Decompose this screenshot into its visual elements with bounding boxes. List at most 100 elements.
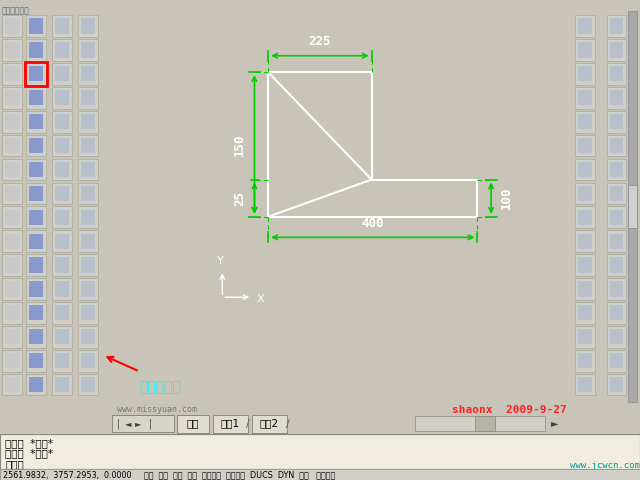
Text: /: / xyxy=(286,419,290,429)
FancyBboxPatch shape xyxy=(610,66,623,82)
FancyBboxPatch shape xyxy=(52,63,72,85)
Text: Y: Y xyxy=(216,256,223,266)
FancyBboxPatch shape xyxy=(0,469,640,480)
FancyBboxPatch shape xyxy=(78,326,98,348)
FancyBboxPatch shape xyxy=(2,326,22,348)
FancyBboxPatch shape xyxy=(607,39,627,61)
FancyBboxPatch shape xyxy=(29,66,43,82)
FancyBboxPatch shape xyxy=(55,114,69,129)
FancyBboxPatch shape xyxy=(55,42,69,58)
Text: 25: 25 xyxy=(233,191,246,205)
FancyBboxPatch shape xyxy=(628,185,637,228)
FancyBboxPatch shape xyxy=(55,353,69,368)
FancyBboxPatch shape xyxy=(78,111,98,132)
FancyBboxPatch shape xyxy=(29,329,43,344)
FancyBboxPatch shape xyxy=(55,138,69,153)
FancyBboxPatch shape xyxy=(5,210,19,225)
FancyBboxPatch shape xyxy=(29,210,43,225)
FancyBboxPatch shape xyxy=(81,210,95,225)
FancyBboxPatch shape xyxy=(607,87,627,108)
FancyBboxPatch shape xyxy=(575,87,595,108)
FancyBboxPatch shape xyxy=(2,135,22,156)
FancyBboxPatch shape xyxy=(2,111,22,132)
FancyBboxPatch shape xyxy=(579,90,592,106)
FancyBboxPatch shape xyxy=(81,305,95,321)
FancyBboxPatch shape xyxy=(81,18,95,34)
FancyBboxPatch shape xyxy=(52,230,72,252)
FancyBboxPatch shape xyxy=(575,278,595,300)
FancyBboxPatch shape xyxy=(610,257,623,273)
FancyBboxPatch shape xyxy=(81,90,95,106)
FancyBboxPatch shape xyxy=(610,90,623,106)
FancyBboxPatch shape xyxy=(29,114,43,129)
Text: 150: 150 xyxy=(233,133,246,156)
FancyBboxPatch shape xyxy=(52,350,72,372)
FancyBboxPatch shape xyxy=(607,374,627,396)
FancyBboxPatch shape xyxy=(579,210,592,225)
FancyBboxPatch shape xyxy=(81,114,95,129)
Text: 100: 100 xyxy=(499,187,513,209)
FancyBboxPatch shape xyxy=(52,15,72,37)
FancyBboxPatch shape xyxy=(5,377,19,392)
FancyBboxPatch shape xyxy=(607,230,627,252)
FancyBboxPatch shape xyxy=(575,158,595,180)
FancyBboxPatch shape xyxy=(52,182,72,204)
FancyBboxPatch shape xyxy=(2,278,22,300)
Text: /: / xyxy=(246,419,250,429)
Text: 思维设计论坛: 思维设计论坛 xyxy=(2,7,29,15)
FancyBboxPatch shape xyxy=(78,158,98,180)
FancyBboxPatch shape xyxy=(81,329,95,344)
FancyBboxPatch shape xyxy=(55,281,69,297)
Text: www.jcwcn.com: www.jcwcn.com xyxy=(570,461,640,470)
FancyBboxPatch shape xyxy=(81,42,95,58)
FancyBboxPatch shape xyxy=(78,206,98,228)
FancyBboxPatch shape xyxy=(26,326,46,348)
FancyBboxPatch shape xyxy=(52,374,72,396)
FancyBboxPatch shape xyxy=(52,111,72,132)
Text: 左视图按鈕: 左视图按鈕 xyxy=(140,380,182,394)
FancyBboxPatch shape xyxy=(575,230,595,252)
FancyBboxPatch shape xyxy=(5,281,19,297)
FancyBboxPatch shape xyxy=(55,377,69,392)
FancyBboxPatch shape xyxy=(579,42,592,58)
FancyBboxPatch shape xyxy=(575,111,595,132)
FancyBboxPatch shape xyxy=(607,135,627,156)
FancyBboxPatch shape xyxy=(213,415,248,433)
FancyBboxPatch shape xyxy=(575,63,595,85)
FancyBboxPatch shape xyxy=(607,278,627,300)
Text: ►: ► xyxy=(551,419,559,429)
Text: 命令：  *取消*: 命令： *取消* xyxy=(5,438,53,448)
FancyBboxPatch shape xyxy=(26,254,46,276)
FancyBboxPatch shape xyxy=(29,162,43,177)
FancyBboxPatch shape xyxy=(575,302,595,324)
FancyBboxPatch shape xyxy=(575,326,595,348)
FancyBboxPatch shape xyxy=(5,186,19,201)
FancyBboxPatch shape xyxy=(81,353,95,368)
Text: 模型: 模型 xyxy=(187,419,199,429)
FancyBboxPatch shape xyxy=(29,90,43,106)
FancyBboxPatch shape xyxy=(579,281,592,297)
FancyBboxPatch shape xyxy=(607,350,627,372)
FancyBboxPatch shape xyxy=(26,15,46,37)
FancyBboxPatch shape xyxy=(81,257,95,273)
FancyBboxPatch shape xyxy=(575,15,595,37)
FancyBboxPatch shape xyxy=(26,87,46,108)
FancyBboxPatch shape xyxy=(26,302,46,324)
FancyBboxPatch shape xyxy=(78,87,98,108)
FancyBboxPatch shape xyxy=(5,257,19,273)
FancyBboxPatch shape xyxy=(575,39,595,61)
FancyBboxPatch shape xyxy=(5,353,19,368)
FancyBboxPatch shape xyxy=(579,377,592,392)
Text: ◄: ◄ xyxy=(125,419,131,428)
FancyBboxPatch shape xyxy=(610,329,623,344)
FancyBboxPatch shape xyxy=(607,158,627,180)
FancyBboxPatch shape xyxy=(575,206,595,228)
FancyBboxPatch shape xyxy=(610,18,623,34)
FancyBboxPatch shape xyxy=(81,138,95,153)
FancyBboxPatch shape xyxy=(55,210,69,225)
FancyBboxPatch shape xyxy=(575,182,595,204)
FancyBboxPatch shape xyxy=(610,138,623,153)
FancyBboxPatch shape xyxy=(78,350,98,372)
FancyBboxPatch shape xyxy=(579,257,592,273)
Text: 布局1: 布局1 xyxy=(221,419,240,429)
